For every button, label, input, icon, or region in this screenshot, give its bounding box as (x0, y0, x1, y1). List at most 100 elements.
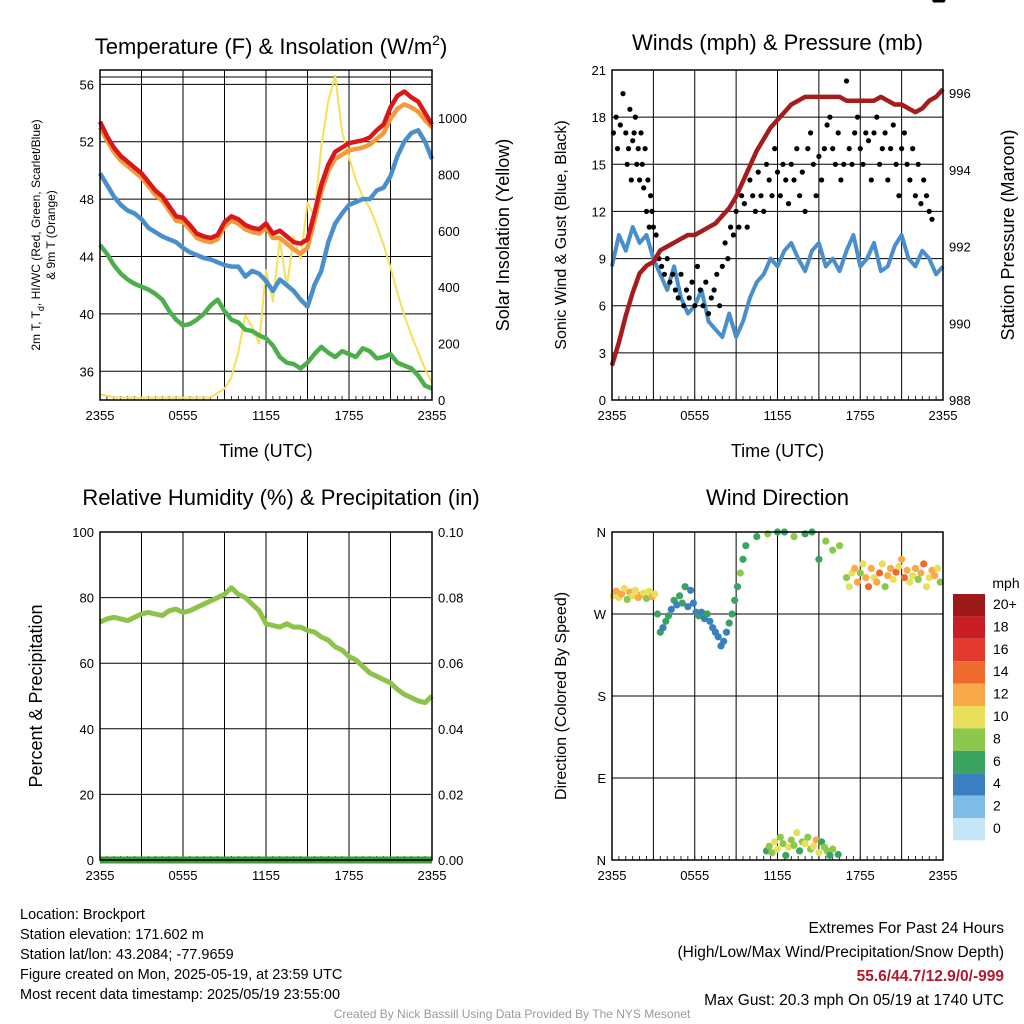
max-gust: Max Gust: 20.3 mph On 05/19 at 1740 UTC (704, 992, 1004, 1009)
y-tick-label: 44 (80, 250, 94, 265)
direction-point (736, 569, 744, 577)
gust-point (631, 130, 637, 136)
direction-point (845, 583, 853, 591)
direction-point (842, 574, 851, 582)
y-tick-label: E (597, 771, 606, 786)
gust-point (747, 177, 753, 183)
gust-point (638, 130, 644, 136)
direction-point (836, 542, 844, 550)
gust-point (692, 303, 698, 309)
direction-point (864, 583, 873, 591)
y2-tick-label: 994 (949, 163, 971, 178)
gust-point (868, 177, 874, 183)
direction-point (653, 610, 662, 618)
direction-point (687, 586, 695, 594)
gust-point (879, 146, 885, 152)
direction-point (790, 841, 798, 850)
gust-point (708, 295, 714, 301)
y-tick-label: N (597, 525, 606, 540)
y-tick-label: W (594, 607, 607, 622)
gust-point (899, 146, 905, 152)
direction-point (642, 594, 651, 603)
gust-point (717, 303, 723, 309)
panel-temp: Temperature (F) & Insolation (W/m2)2355 0… (29, 32, 513, 461)
series-line-rh (98, 585, 434, 706)
direction-point (889, 575, 897, 584)
y-axis-label: Direction (Colored By Speed) (553, 592, 570, 800)
y-tick-label: 80 (80, 591, 94, 606)
y-tick-label: 48 (80, 192, 94, 207)
y2-tick-label: 600 (438, 224, 460, 239)
direction-point (922, 583, 931, 591)
direction-point (631, 586, 640, 594)
y-tick-label: 15 (592, 157, 606, 172)
y-tick-label: 36 (80, 364, 94, 379)
title-end: ) (440, 34, 447, 59)
gust-point (912, 193, 919, 199)
direction-point (773, 845, 782, 853)
legend-swatch (953, 773, 985, 796)
gust-point (865, 138, 872, 144)
figure-created: Figure created on Mon, 2025-05-19, at 23… (20, 967, 343, 983)
y2-tick-label: 400 (438, 280, 460, 295)
y2-tick-label: 1000 (438, 111, 467, 126)
y2-axis-label: Solar Insolation (Yellow) (493, 139, 513, 331)
direction-point (917, 569, 925, 577)
direction-point (936, 578, 944, 586)
gust-point (901, 130, 908, 136)
gust-point (678, 271, 684, 277)
plot-frame (99, 531, 433, 861)
y2-tick-label: 800 (438, 167, 460, 182)
gust-point (841, 161, 847, 167)
y-tick-label: 0 (87, 853, 94, 868)
direction-point (722, 628, 731, 636)
direction-point (645, 587, 653, 595)
direction-point (664, 612, 673, 620)
gust-point (639, 161, 645, 167)
direction-point (859, 560, 867, 568)
gust-point (835, 130, 841, 136)
direction-point (681, 583, 689, 591)
gust-point (686, 295, 692, 301)
direction-point (900, 574, 909, 582)
y-tick-label: 20 (80, 787, 94, 802)
y2-tick-label: 0 (438, 393, 445, 408)
legend-swatch (953, 706, 985, 729)
gust-point (659, 263, 665, 269)
gust-point (614, 146, 621, 152)
gust-point (725, 256, 731, 262)
gust-point (788, 161, 794, 167)
title-superscript: 2 (432, 32, 440, 48)
gust-point (888, 146, 894, 152)
x-tick-label: 2355 (929, 408, 958, 423)
gust-point (785, 201, 792, 207)
recent-timestamp: Most recent data timestamp: 2025/05/19 2… (20, 987, 341, 1003)
gust-point (863, 130, 869, 136)
direction-point (873, 578, 881, 586)
gust-point (794, 146, 800, 152)
series-line-orange (98, 102, 434, 256)
gust-point (854, 114, 861, 120)
direction-point (876, 569, 884, 577)
legend-label: 2 (993, 798, 1001, 814)
gust-point (683, 287, 690, 293)
y-axis-label: 2m T, Td, HI/WC (Red, Green, Scarlet/Blu… (29, 119, 46, 350)
direction-point (884, 572, 892, 580)
gust-point (739, 193, 745, 199)
gust-point (645, 177, 651, 183)
y2-tick-label: 988 (949, 393, 971, 408)
direction-point (898, 555, 906, 563)
direction-point (733, 583, 742, 591)
plot-frame (611, 531, 944, 861)
direction-point (623, 595, 631, 604)
gust-point (705, 311, 712, 317)
station-elevation: Station elevation: 171.602 m (20, 927, 204, 943)
gust-point (641, 185, 647, 191)
direction-point (801, 840, 809, 848)
direction-point (662, 617, 670, 625)
gust-point (843, 78, 850, 84)
gust-point (681, 303, 687, 309)
x-tick-label: 1155 (252, 868, 280, 883)
panel-wind: Winds (mph) & Pressure (mb) 2355 0555 1155 1… (553, 0, 1018, 461)
gust-point (923, 193, 930, 199)
